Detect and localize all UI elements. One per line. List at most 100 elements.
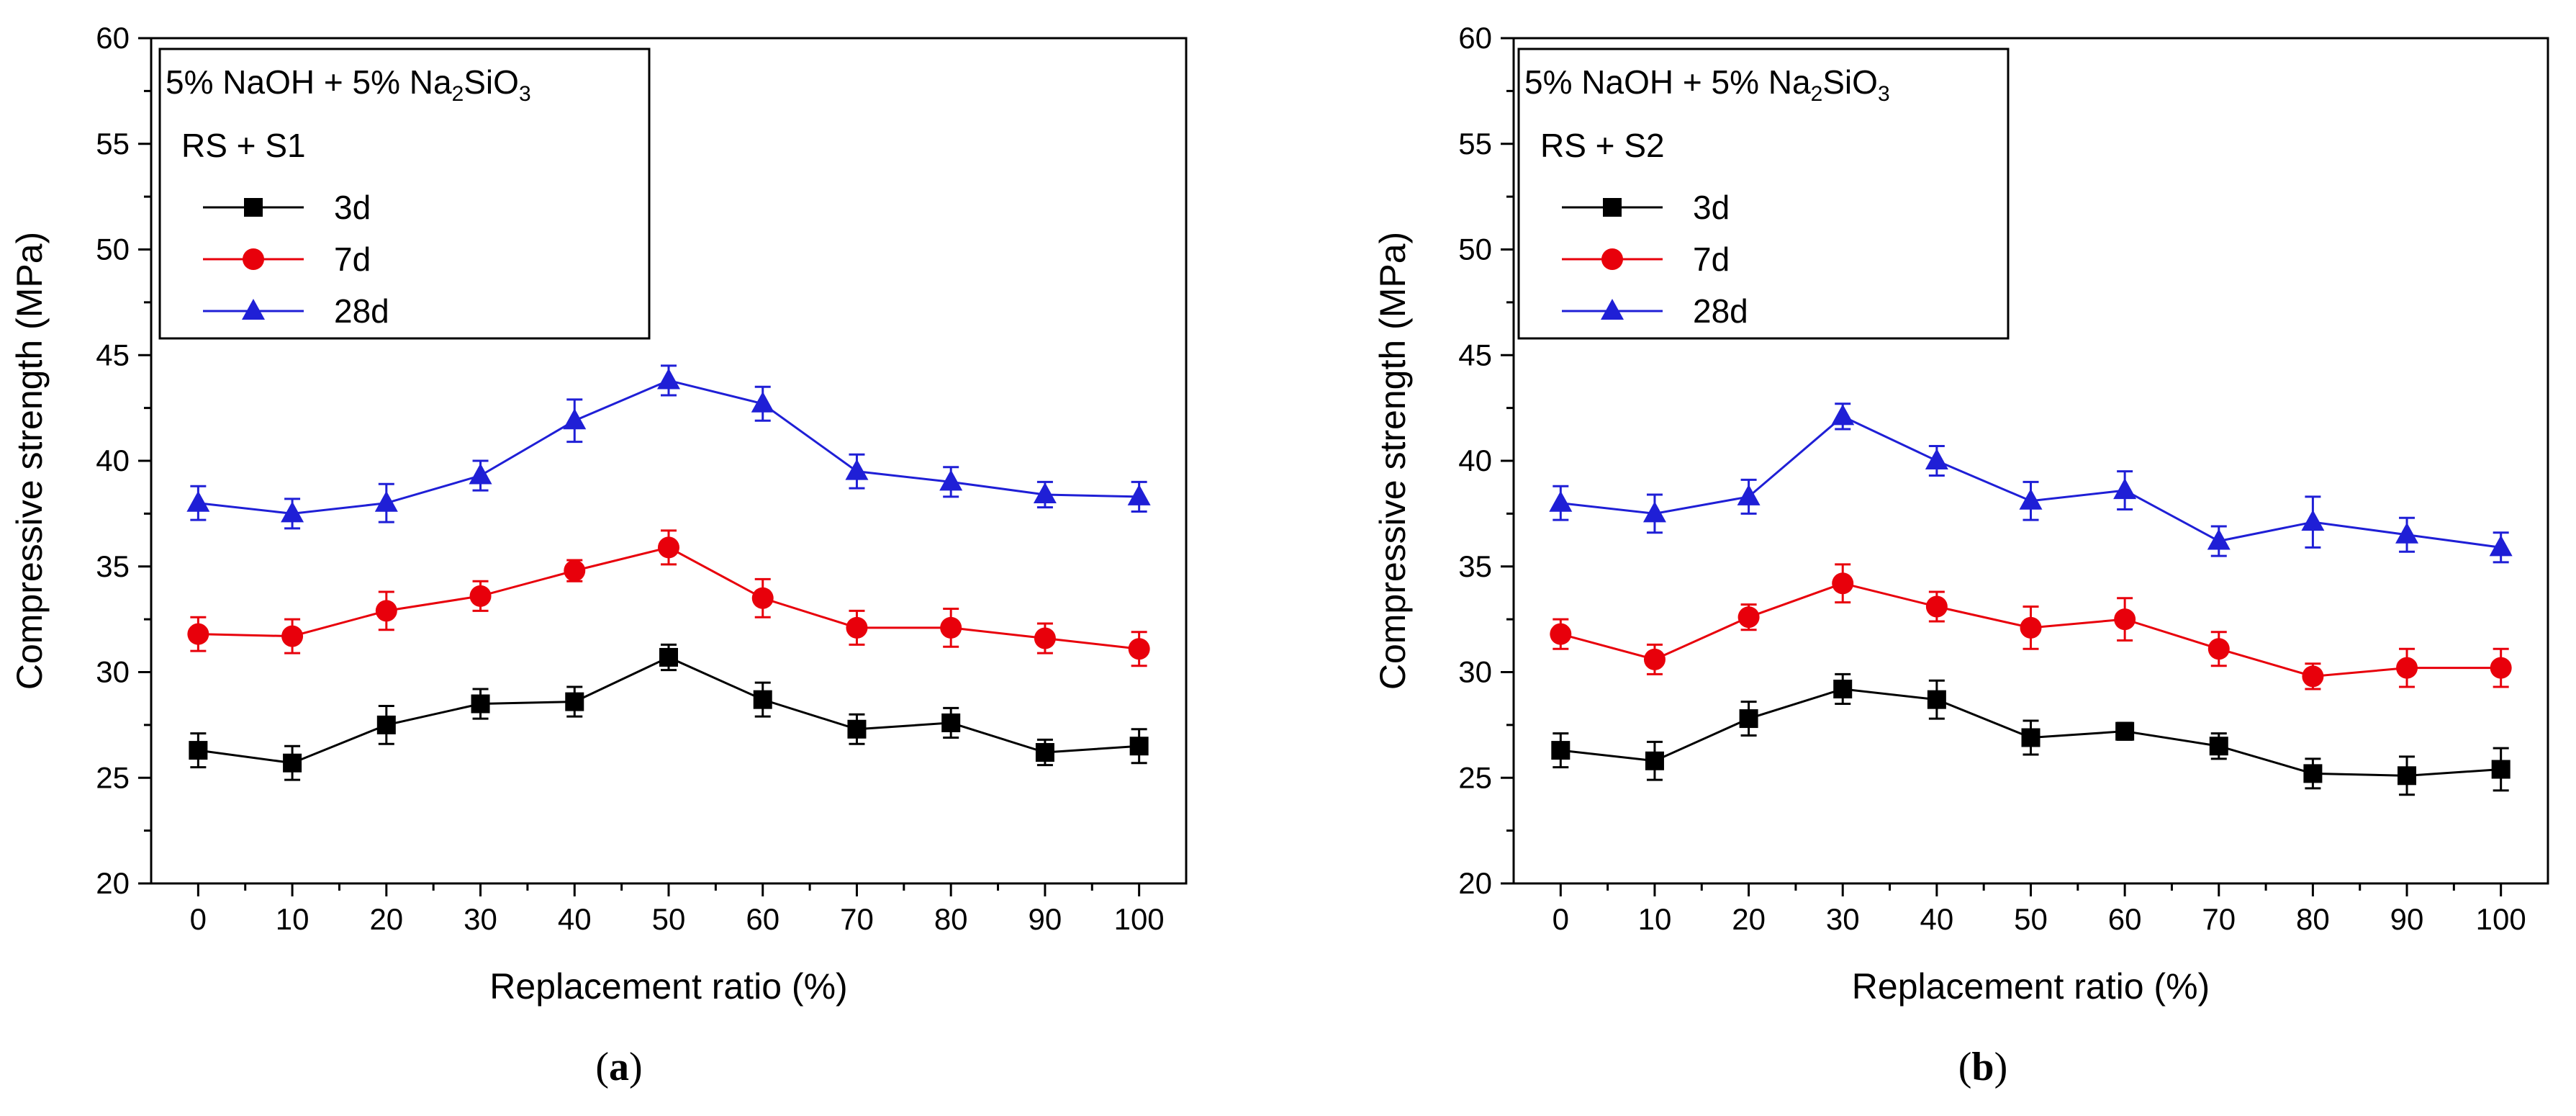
legend-title-part: 5% NaOH + 5% Na xyxy=(166,63,452,101)
caption-part: a xyxy=(609,1045,629,1089)
data-point-3d xyxy=(941,713,961,732)
data-point-3d xyxy=(2398,766,2417,786)
legend-label-3d: 3d xyxy=(334,189,371,226)
x-tick-label: 30 xyxy=(464,902,497,936)
series-line-3d xyxy=(198,656,1139,765)
legend-subtitle: RS + S1 xyxy=(181,127,306,164)
legend-label-7d: 7d xyxy=(1693,240,1730,278)
x-tick-label: 30 xyxy=(1826,902,1860,936)
legend-marker-28d xyxy=(242,299,265,320)
data-point-7d xyxy=(187,623,209,645)
y-tick-label: 20 xyxy=(1458,866,1492,900)
chart-panel-b: 20 25 30 35 40 45 50 55 60 0 10 20 30 40 50 60 70 80 90 100… xyxy=(1373,21,2549,1007)
data-point-7d xyxy=(1034,627,1056,649)
data-point-7d xyxy=(658,536,679,559)
series-28d xyxy=(186,364,1151,530)
legend: 5% NaOH + 5% Na2SiO3 RS + S1 3d 7d 28d xyxy=(158,48,651,340)
y-tick-label: 55 xyxy=(1458,127,1492,161)
data-point-3d xyxy=(2209,737,2228,756)
x-tick-label: 20 xyxy=(369,902,403,936)
y-axis-label: Compressive strength (MPa) xyxy=(1373,232,1413,690)
data-point-7d xyxy=(846,616,868,639)
x-axis-label: Replacement ratio (%) xyxy=(1852,966,2210,1007)
caption-part: ) xyxy=(629,1045,643,1089)
data-point-3d xyxy=(2115,721,2135,741)
data-point-7d xyxy=(375,600,397,622)
data-point-3d xyxy=(283,753,302,773)
data-point-7d xyxy=(1832,572,1854,595)
y-tick-label: 30 xyxy=(1458,655,1492,689)
x-tick-label: 80 xyxy=(2296,902,2330,936)
data-point-28d xyxy=(845,459,869,480)
legend-title-part: SiO xyxy=(464,63,519,101)
legend-marker-7d xyxy=(243,248,264,270)
x-tick-label: 10 xyxy=(276,902,309,936)
x-tick-label: 0 xyxy=(190,902,207,936)
y-tick-label: 45 xyxy=(96,338,130,372)
x-tick-label: 60 xyxy=(2108,902,2142,936)
y-tick-label: 50 xyxy=(1458,233,1492,266)
legend-title-subscript: 2 xyxy=(452,82,464,106)
data-point-28d xyxy=(1737,484,1761,505)
data-point-7d xyxy=(2207,638,2230,660)
data-point-28d xyxy=(2113,478,2137,500)
legend-title-subscript: 3 xyxy=(519,82,531,106)
data-point-7d xyxy=(2114,608,2136,631)
data-point-7d xyxy=(1925,595,1948,618)
y-axis-label: Compressive strength (MPa) xyxy=(9,232,50,690)
data-point-28d xyxy=(2019,488,2043,510)
data-point-7d xyxy=(751,587,774,609)
data-point-28d xyxy=(1549,490,1573,512)
data-point-3d xyxy=(471,694,490,714)
x-tick-label: 20 xyxy=(1732,902,1766,936)
data-point-7d xyxy=(940,616,962,639)
legend-title-subscript: 2 xyxy=(1811,82,1823,106)
y-tick-label: 45 xyxy=(1458,338,1492,372)
data-point-3d xyxy=(1551,741,1571,760)
series-line-28d xyxy=(198,379,1139,515)
data-point-3d xyxy=(1035,743,1054,762)
data-point-28d xyxy=(2395,522,2419,544)
data-point-3d xyxy=(189,741,208,760)
data-point-28d xyxy=(281,501,304,523)
x-tick-label: 50 xyxy=(2014,902,2048,936)
data-point-28d xyxy=(1127,484,1151,505)
y-tick-label: 25 xyxy=(1458,760,1492,794)
caption-part: b xyxy=(1971,1045,1994,1089)
series-3d xyxy=(189,643,1149,781)
chart-panel-a: 20 25 30 35 40 45 50 55 60 0 10 20 30 40 50 60 70 80 90 100… xyxy=(9,21,1188,1007)
data-point-28d xyxy=(2207,528,2231,550)
data-point-3d xyxy=(847,719,867,739)
y-tick-label: 50 xyxy=(96,233,130,266)
data-point-28d xyxy=(939,469,963,491)
data-point-3d xyxy=(2303,764,2323,783)
data-point-3d xyxy=(1739,709,1758,729)
data-point-3d xyxy=(1645,751,1664,770)
legend-marker-7d xyxy=(1601,248,1623,270)
legend-title-subscript: 3 xyxy=(1878,82,1890,106)
x-tick-label: 90 xyxy=(1029,902,1062,936)
data-point-7d xyxy=(2020,616,2042,639)
caption-part: ( xyxy=(595,1045,609,1089)
data-point-28d xyxy=(1642,501,1666,523)
y-tick-label: 60 xyxy=(96,21,130,55)
y-tick-label: 40 xyxy=(1458,444,1492,477)
data-point-3d xyxy=(376,715,396,734)
series-3d xyxy=(1551,672,2511,796)
legend-marker-3d xyxy=(1603,198,1622,217)
legend-label-28d: 28d xyxy=(1693,292,1748,330)
x-tick-label: 90 xyxy=(2390,902,2424,936)
x-tick-label: 70 xyxy=(2202,902,2236,936)
y-tick-label: 60 xyxy=(1458,21,1492,55)
x-tick-label: 40 xyxy=(558,902,592,936)
data-point-3d xyxy=(753,690,772,709)
data-point-7d xyxy=(1550,623,1572,645)
x-tick-label: 0 xyxy=(1553,902,1569,936)
x-tick-label: 100 xyxy=(2476,902,2526,936)
data-point-28d xyxy=(186,490,210,512)
y-tick-label: 25 xyxy=(96,760,130,794)
legend-box xyxy=(158,48,651,340)
legend-subtitle: RS + S2 xyxy=(1540,127,1665,164)
data-point-28d xyxy=(2489,535,2513,557)
